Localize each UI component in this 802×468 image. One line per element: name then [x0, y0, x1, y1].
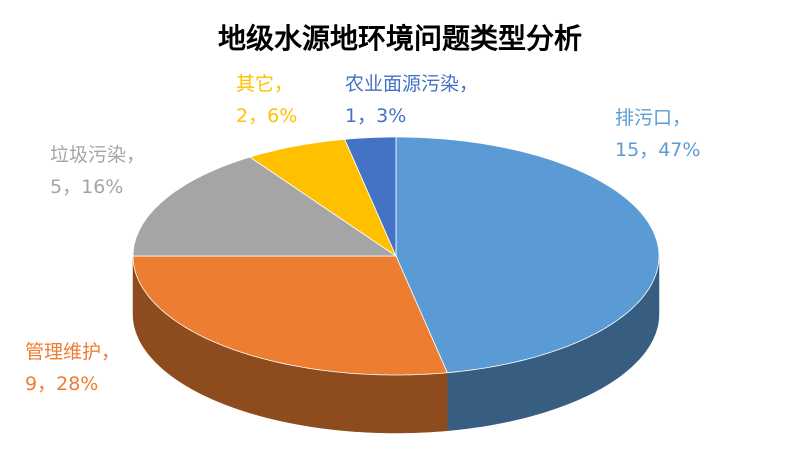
label-separator: ，	[357, 105, 376, 127]
data-labels: 排污口，15，47%管理维护，9，28%垃圾污染，5，16%其它，2，6%农业面…	[25, 73, 700, 395]
category-label: 农业面源污染	[345, 73, 459, 95]
pie-tops	[132, 136, 660, 376]
label-separator: ，	[639, 139, 658, 161]
percent-label: 28%	[56, 373, 98, 395]
data-label: 15，47%	[615, 139, 700, 161]
category-label: 垃圾污染	[50, 144, 126, 166]
data-label: 排污口，	[615, 107, 691, 129]
chart-title: 地级水源地环境问题类型分析	[218, 22, 582, 55]
value-label: 5	[50, 176, 62, 198]
label-separator: ，	[62, 176, 81, 198]
slice	[132, 156, 398, 257]
value-label: 15	[615, 139, 639, 161]
label-separator: ，	[37, 373, 56, 395]
data-label: 1，3%	[345, 105, 406, 127]
data-label: 其它，	[236, 73, 293, 95]
category-label: 其它	[236, 73, 274, 95]
label-separator: ，	[459, 73, 478, 95]
value-label: 2	[236, 105, 248, 127]
category-label: 排污口	[615, 107, 672, 129]
label-separator: ，	[274, 73, 293, 95]
data-label: 5，16%	[50, 176, 123, 198]
data-label: 管理维护，	[25, 341, 120, 363]
data-label: 9，28%	[25, 373, 98, 395]
percent-label: 3%	[376, 105, 406, 127]
category-label: 管理维护	[25, 341, 101, 363]
value-label: 1	[345, 105, 357, 127]
percent-label: 47%	[658, 139, 700, 161]
value-label: 9	[25, 373, 37, 395]
label-separator: ，	[101, 341, 120, 363]
data-label: 农业面源污染，	[345, 73, 478, 95]
label-separator: ，	[248, 105, 267, 127]
data-label: 垃圾污染，	[50, 144, 145, 166]
percent-label: 6%	[267, 105, 297, 127]
label-separator: ，	[672, 107, 691, 129]
percent-label: 16%	[81, 176, 123, 198]
data-label: 2，6%	[236, 105, 297, 127]
slice	[132, 255, 448, 376]
slice	[248, 138, 397, 258]
slice	[395, 136, 660, 374]
label-separator: ，	[126, 144, 145, 166]
slice	[344, 136, 397, 257]
